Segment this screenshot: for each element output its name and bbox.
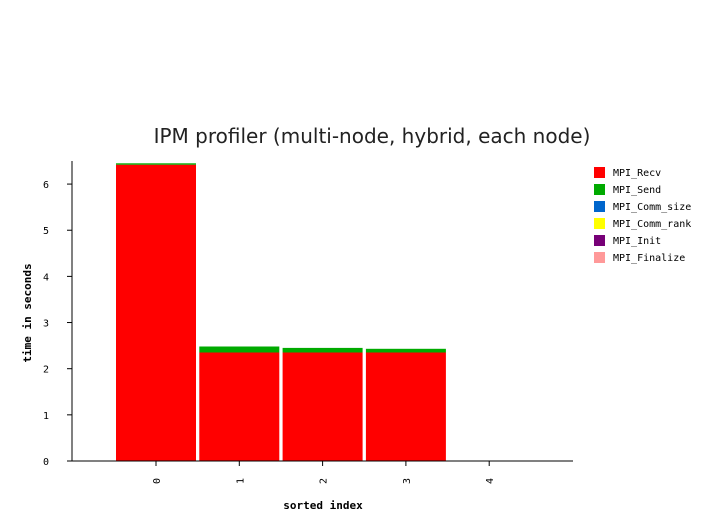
legend-swatch-mpi-comm-size — [594, 201, 605, 212]
y-tick-label-5: 5 — [43, 226, 49, 237]
x-tick-label-3: 3 — [402, 478, 413, 484]
bar-mpi-send-3 — [365, 348, 446, 353]
x-axis-label: sorted index — [283, 499, 363, 512]
y-tick-label-4: 4 — [43, 272, 49, 283]
legend-label-mpi-send: MPI_Send — [613, 185, 661, 196]
y-axis-label: time in seconds — [21, 263, 34, 362]
bar-mpi-recv-3 — [365, 352, 446, 461]
bar-mpi-send-1 — [199, 346, 280, 353]
y-ticks-group: 0 1 2 3 4 5 6 — [43, 180, 72, 468]
legend-label-mpi-recv: MPI_Recv — [613, 168, 661, 179]
legend-swatch-mpi-comm-rank — [594, 218, 605, 229]
x-ticks-group: 0 1 2 3 4 — [152, 461, 496, 484]
bar-mpi-send-2 — [282, 347, 363, 353]
y-tick-label-0: 0 — [43, 457, 49, 468]
legend-label-mpi-init: MPI_Init — [613, 236, 661, 247]
legend-label-mpi-comm-rank: MPI_Comm_rank — [613, 219, 691, 230]
legend-swatch-mpi-recv — [594, 167, 605, 178]
bars-group — [116, 163, 446, 461]
chart-title: IPM profiler (multi-node, hybrid, each n… — [154, 124, 591, 148]
y-tick-label-3: 3 — [43, 319, 49, 330]
bar-mpi-recv-2 — [282, 352, 363, 461]
x-tick-label-1: 1 — [235, 478, 246, 484]
legend-swatch-mpi-init — [594, 235, 605, 246]
legend-label-mpi-comm-size: MPI_Comm_size — [613, 202, 691, 213]
y-tick-label-6: 6 — [43, 180, 49, 191]
bar-mpi-send-0 — [116, 163, 196, 165]
legend-swatch-mpi-finalize — [594, 252, 605, 263]
bar-mpi-recv-1 — [199, 352, 280, 461]
bar-mpi-recv-0 — [116, 164, 196, 461]
y-tick-label-1: 1 — [43, 411, 49, 422]
y-tick-label-2: 2 — [43, 365, 49, 376]
x-tick-label-2: 2 — [319, 478, 330, 484]
x-tick-label-4: 4 — [485, 478, 496, 484]
legend: MPI_Recv MPI_Send MPI_Comm_size MPI_Comm_ra… — [594, 167, 691, 264]
legend-label-mpi-finalize: MPI_Finalize — [613, 253, 685, 264]
x-tick-label-0: 0 — [152, 478, 163, 484]
legend-swatch-mpi-send — [594, 184, 605, 195]
